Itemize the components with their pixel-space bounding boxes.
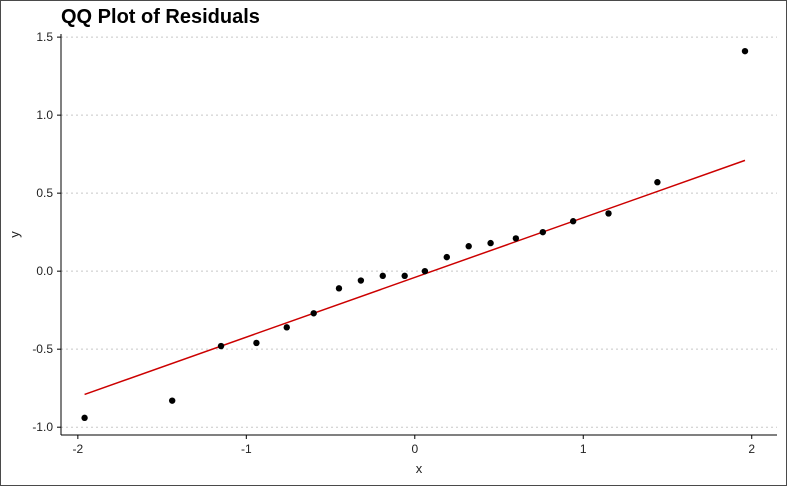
data-point <box>443 253 450 261</box>
x-tick-label: 0 <box>411 442 418 456</box>
data-point <box>253 339 260 347</box>
data-point <box>401 272 408 280</box>
y-tick-label: -1.0 <box>32 420 53 434</box>
x-tick-label: 2 <box>748 442 755 456</box>
data-point <box>487 239 494 247</box>
data-point <box>605 210 612 217</box>
y-tick-label: -0.5 <box>32 342 53 356</box>
x-tick-label: -1 <box>241 442 252 456</box>
data-point <box>741 47 749 55</box>
data-point <box>335 285 343 292</box>
data-point <box>217 342 225 350</box>
grid-lines <box>61 36 777 428</box>
x-tick-label: -2 <box>73 442 84 456</box>
y-tick-label: 1.0 <box>36 108 53 122</box>
y-tick-label: 0.0 <box>36 264 53 278</box>
data-point <box>421 267 429 275</box>
data-point <box>283 324 290 331</box>
y-axis-title: y <box>7 231 22 238</box>
y-tick-label: 0.5 <box>36 186 53 200</box>
y-tick-label: 1.5 <box>36 30 53 44</box>
data-point <box>357 277 365 284</box>
axes: -1.0 -0.5 0.0 0.5 1.0 1.5 -2 -1 0 1 2 <box>32 30 777 456</box>
data-point <box>81 414 88 422</box>
data-point <box>539 228 547 236</box>
data-point <box>168 397 176 404</box>
points-layer <box>81 47 749 422</box>
reference-line <box>84 159 746 396</box>
data-point <box>512 235 520 242</box>
x-tick-label: 1 <box>580 442 587 456</box>
chart-title: QQ Plot of Residuals <box>61 6 260 28</box>
reference-line-layer <box>84 159 746 396</box>
data-point <box>654 179 661 186</box>
data-point <box>569 218 577 225</box>
data-point <box>465 243 472 250</box>
data-point <box>379 272 386 280</box>
x-axis-title: x <box>416 461 423 476</box>
data-point <box>310 310 317 317</box>
